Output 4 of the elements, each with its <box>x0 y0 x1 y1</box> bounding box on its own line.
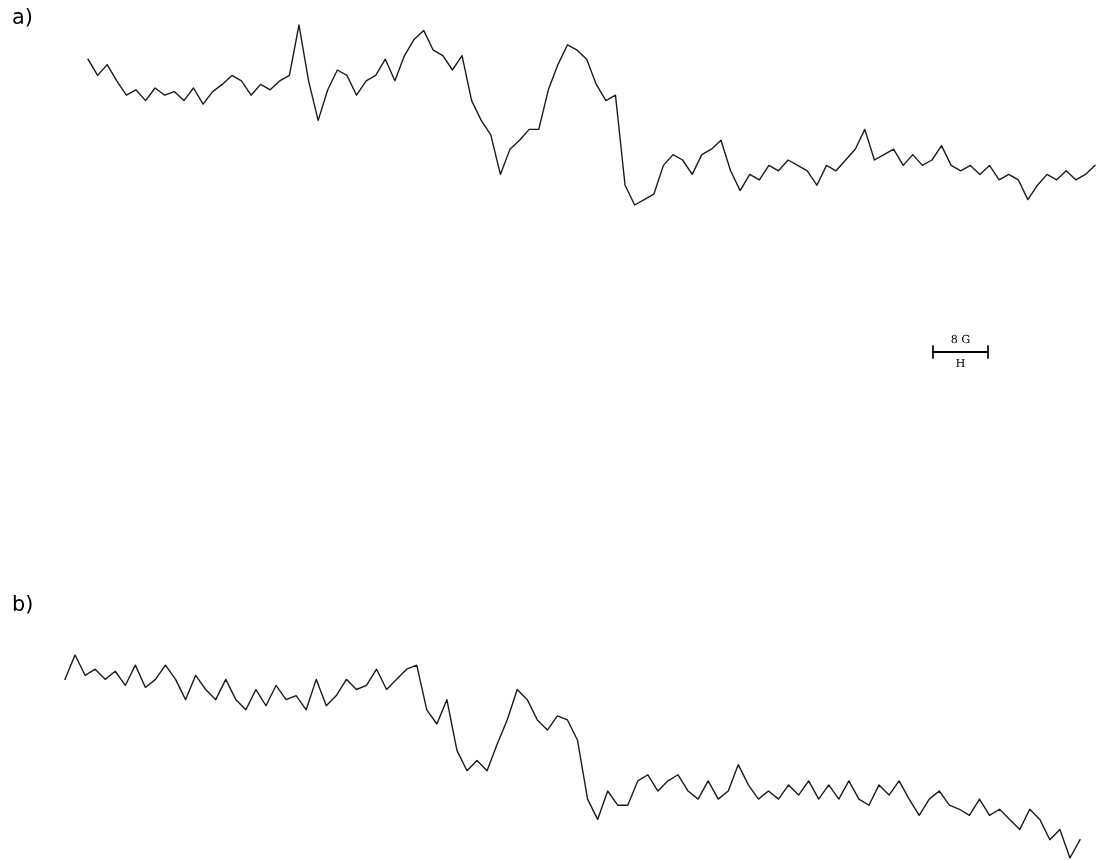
text: 8 G <box>951 334 970 344</box>
chart-title: a) <box>13 7 32 27</box>
text: H <box>956 358 965 368</box>
chart-title: b) <box>13 594 32 614</box>
